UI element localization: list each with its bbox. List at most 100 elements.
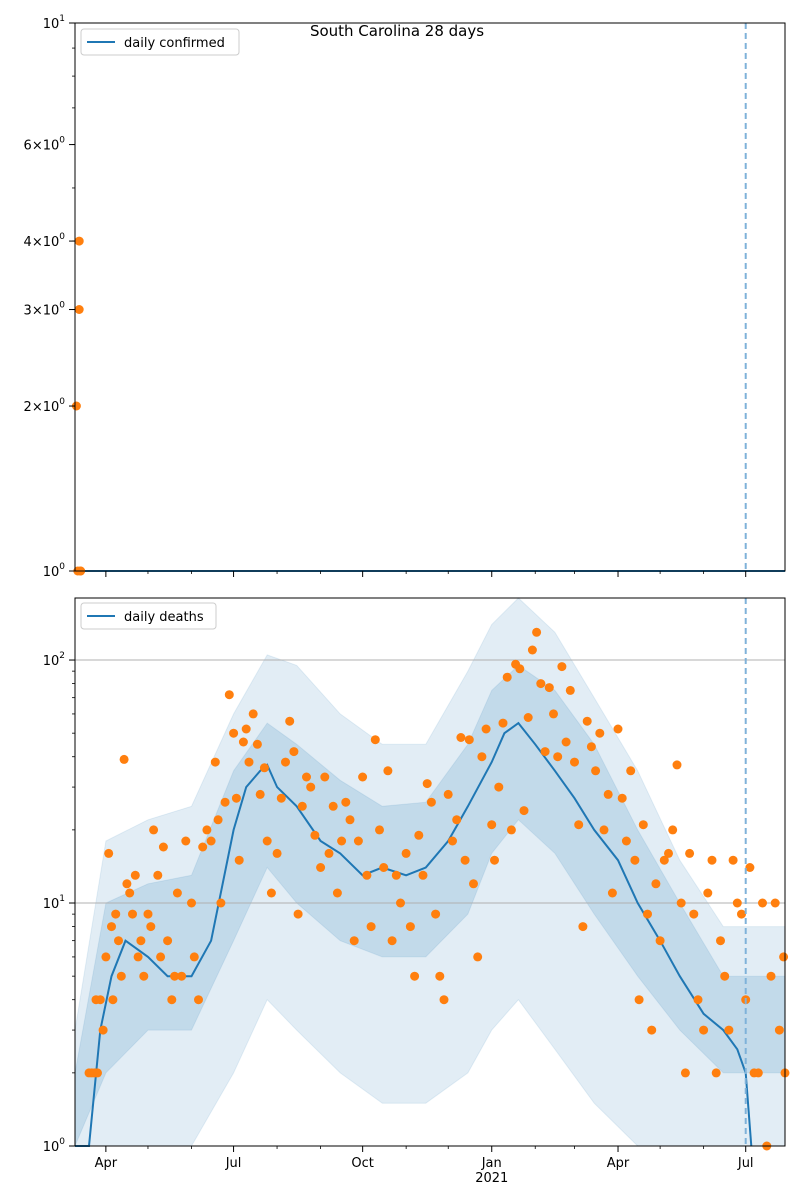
deaths-point: [358, 772, 368, 782]
deaths-point: [362, 870, 372, 880]
deaths-point: [139, 971, 149, 981]
deaths-point: [206, 836, 216, 846]
deaths-point: [379, 863, 389, 872]
deaths-point: [668, 825, 678, 835]
deaths-point: [487, 820, 497, 830]
x-tick-label: Jul: [225, 1156, 242, 1171]
deaths-point: [519, 806, 529, 816]
deaths-point: [613, 724, 623, 734]
deaths-point: [122, 879, 132, 889]
deaths-point: [707, 855, 717, 865]
deaths-point: [561, 737, 571, 747]
deaths-point: [473, 952, 483, 962]
deaths-point: [414, 830, 424, 840]
deaths-point: [349, 936, 359, 946]
deaths-point: [202, 825, 212, 835]
deaths-point: [266, 888, 276, 898]
deaths-point: [699, 1025, 709, 1035]
deaths-point: [210, 757, 220, 767]
deaths-point: [456, 733, 466, 742]
deaths-point: [549, 709, 558, 719]
deaths-point: [443, 789, 453, 799]
confirmed-point: [74, 305, 84, 314]
deaths-point: [198, 842, 208, 852]
deaths-point: [452, 815, 462, 825]
deaths-point: [345, 815, 355, 825]
deaths-point: [591, 766, 601, 776]
deaths-point: [766, 971, 776, 981]
deaths-point: [156, 952, 166, 962]
deaths-point: [426, 797, 436, 807]
deaths-point: [130, 870, 140, 880]
deaths-point: [172, 888, 182, 898]
chart-title: South Carolina 28 days: [310, 22, 484, 40]
deaths-point: [603, 789, 613, 799]
deaths-point: [262, 836, 272, 846]
deaths-point: [375, 825, 384, 835]
deaths-point: [651, 879, 661, 889]
deaths-point: [143, 909, 153, 919]
deaths-point: [655, 936, 665, 946]
deaths-point: [630, 855, 640, 865]
deaths-point: [557, 662, 567, 672]
deaths-point: [578, 922, 588, 932]
deaths-point: [116, 971, 126, 981]
deaths-point: [229, 728, 239, 738]
deaths-point: [540, 747, 550, 757]
deaths-point: [181, 836, 191, 846]
deaths-point: [745, 863, 755, 872]
deaths-point: [248, 709, 258, 719]
deaths-point: [238, 737, 248, 747]
deaths-point: [737, 909, 746, 919]
deaths-point: [502, 672, 512, 682]
deaths-point: [101, 952, 111, 962]
deaths-point: [146, 922, 156, 932]
deaths-point: [391, 870, 401, 880]
deaths-point: [341, 797, 351, 807]
x-tick-label: Apr: [95, 1156, 118, 1171]
deaths-point: [289, 747, 299, 757]
deaths-point: [224, 690, 234, 700]
deaths-point: [469, 879, 478, 889]
confirmed-y-tick-label: 2×100: [24, 397, 66, 415]
deaths-point: [753, 1068, 763, 1078]
deaths-point: [328, 801, 338, 811]
deaths-point: [401, 848, 411, 858]
deaths-point: [532, 627, 542, 637]
x-tick-label: Jan: [481, 1156, 502, 1171]
deaths-point: [431, 909, 441, 919]
deaths-point: [494, 782, 504, 792]
deaths-point: [272, 848, 282, 858]
deaths-point: [234, 855, 244, 865]
deaths-point: [353, 836, 363, 846]
confirmed-axes-frame: [74, 22, 786, 572]
deaths-point: [716, 936, 725, 946]
deaths-point: [285, 716, 295, 726]
deaths-point: [586, 742, 596, 752]
deaths-point: [111, 909, 121, 919]
deaths-point: [370, 735, 380, 745]
deaths-point: [621, 836, 631, 846]
deaths-point: [595, 728, 605, 738]
deaths-point: [599, 825, 609, 835]
deaths-point: [396, 898, 405, 908]
deaths-point: [439, 995, 449, 1005]
deaths-point: [297, 801, 307, 811]
deaths-point: [634, 995, 644, 1005]
deaths-point: [316, 863, 326, 872]
deaths-point: [163, 936, 173, 946]
deaths-point: [366, 922, 376, 932]
deaths-point: [194, 995, 203, 1005]
deaths-point: [490, 855, 499, 865]
deaths-point: [647, 1025, 657, 1035]
confirmed-legend: daily confirmed: [80, 28, 240, 56]
x-tick-label: Oct: [351, 1156, 373, 1171]
deaths-point: [95, 995, 105, 1005]
confirmed-y-tick-label: 6×100: [24, 136, 66, 154]
deaths-point: [418, 870, 428, 880]
deaths-point: [119, 754, 129, 764]
deaths-point: [189, 952, 199, 962]
